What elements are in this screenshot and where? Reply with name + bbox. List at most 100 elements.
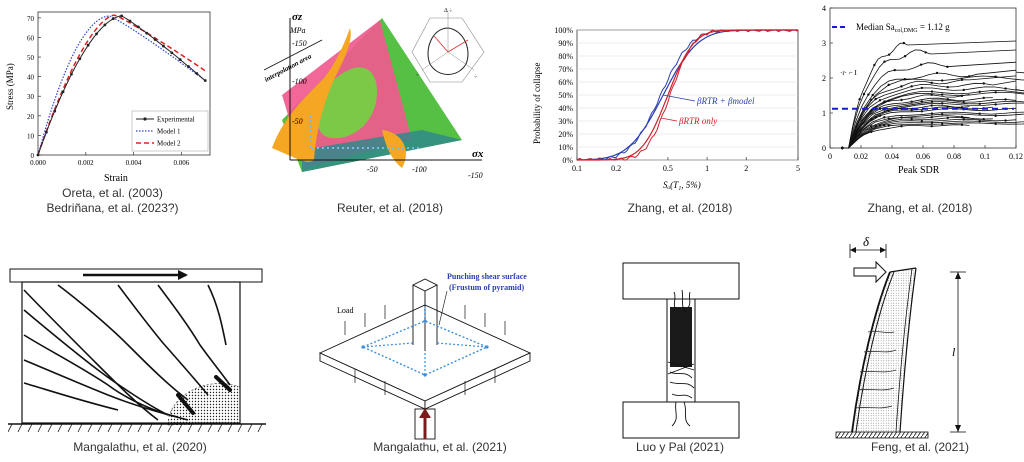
experimental-point: [120, 14, 124, 18]
x-axis-label: Peak SDR: [898, 165, 940, 176]
x-tick: 0.002: [78, 159, 94, 167]
ida-point: [940, 79, 944, 82]
ida-point: [920, 119, 924, 123]
caption-panel-2: Reuter, et al. (2018): [336, 201, 444, 215]
inset-label-left: ÷: [416, 72, 420, 78]
ida-point: [982, 117, 985, 121]
x-tick: -100: [412, 165, 427, 174]
caption-line-2: Bedriñana, et al. (2023?): [46, 201, 179, 215]
experimental-point: [36, 153, 40, 157]
caption-panel-4: Zhang, et al. (2018): [867, 201, 973, 215]
ida-point: [900, 125, 903, 128]
length-label: l: [952, 345, 956, 359]
punching-shear-diagram: Punching shear surface (Frustum of pyram…: [318, 272, 532, 440]
ida-point: [1004, 98, 1007, 101]
caption-panel-5: Mangalathu, et al. (2020): [73, 440, 207, 454]
ida-point: [910, 100, 913, 103]
x-tick: 1: [705, 164, 709, 173]
ida-curve: [842, 102, 1024, 149]
y-tick: -100: [292, 77, 307, 86]
ida-point: [878, 114, 882, 117]
ida-point: [960, 78, 964, 82]
ida-point: [870, 125, 873, 128]
y-tick: 10%: [558, 143, 573, 152]
diagram-subtitle: (Frustum of pyramid): [449, 283, 524, 292]
experimental-point: [145, 31, 149, 35]
ida-point: [930, 104, 933, 107]
y-tick: 0%: [562, 156, 573, 165]
experimental-point: [95, 32, 98, 36]
inset-label-top: Δ ÷: [444, 8, 453, 14]
caption-panel-8: Feng, et al. (2021): [870, 440, 970, 454]
ida-point: [920, 110, 924, 113]
ida-curve: [842, 124, 970, 149]
x-tick: 0.1: [980, 152, 990, 161]
x-tick: 0.1: [572, 164, 582, 173]
x-tick: 0.06: [916, 152, 930, 161]
x-tick: -50: [367, 165, 378, 174]
experimental-point: [44, 130, 48, 134]
stress-strain-chart: 0 10 20 30 40 50 60 70 0.000 0.002 0.004 0.006 Str…: [5, 11, 211, 184]
y-tick: 100%: [554, 26, 573, 35]
shear-wall-crack-diagram: [7, 268, 266, 433]
ida-point: [994, 91, 997, 94]
ida-point: [962, 118, 965, 121]
y-tick: 70: [27, 15, 35, 23]
caption-panel-7: Luo y Pal (2021): [635, 440, 725, 454]
legend-experimental: Experimental: [157, 116, 195, 124]
ida-point: [920, 86, 924, 90]
ida-point: [930, 121, 934, 125]
y-tick: 50: [27, 54, 35, 62]
legend-median: Median Sacol,DMG = 1.12 g: [856, 22, 950, 34]
y-tick: 40: [27, 74, 35, 82]
inset-label-right: ÷: [474, 74, 478, 80]
ida-point: [887, 53, 891, 56]
legend-model-1: Model 1: [157, 128, 181, 136]
ida-point: [1004, 87, 1007, 90]
axis-unit: MPa: [289, 26, 306, 35]
ida-point: [930, 90, 934, 93]
x-tick: 0.02: [854, 152, 868, 161]
x-tick: 0.004: [126, 159, 142, 167]
ida-curve: [842, 116, 993, 149]
ida-point: [946, 116, 949, 120]
label-beta-rtr-model: βRTR + βmodel: [696, 96, 755, 106]
experimental-point: [128, 19, 132, 23]
ida-point: [887, 83, 890, 87]
ida-point: [930, 112, 934, 115]
ida-curve: [842, 61, 1017, 149]
experimental-point: [162, 44, 165, 48]
ida-curve: [842, 94, 970, 149]
y-tick: 90%: [558, 39, 573, 48]
ida-point: [867, 93, 870, 96]
y-tick: 0: [31, 152, 35, 160]
y-tick: 60%: [558, 78, 573, 87]
x-tick: 0: [828, 152, 832, 161]
ida-point: [841, 146, 844, 150]
ida-point: [862, 92, 866, 96]
fragility-chart: 0% 10% 20% 30% 40% 50% 60% 70% 80% 90% 100% 0.1 0.2…: [532, 26, 800, 190]
panel-ida: 0 1 2 3 4 0 0.02 0.04 0.06 0.08 0.1 0.12 ·r· ⌐ I M…: [810, 0, 1024, 190]
y-axis-fragment: ·r· ⌐ I: [840, 69, 857, 77]
ida-point: [982, 82, 985, 85]
ida-curve: [842, 86, 1017, 149]
ida-curve: [842, 107, 1017, 149]
x-axis-label: Strain: [104, 173, 128, 184]
ida-point: [930, 81, 933, 85]
caption-panel-6: Mangalathu, et al. (2021): [373, 440, 507, 454]
y-tick: 30: [27, 93, 35, 101]
panel-fragility: 0% 10% 20% 30% 40% 50% 60% 70% 80% 90% 100% 0.1 0.2…: [515, 22, 810, 192]
x-tick: 0.5: [663, 164, 673, 173]
ida-point: [960, 123, 964, 126]
ida-curve: [842, 120, 1024, 149]
ida-point: [940, 93, 944, 96]
ida-point: [946, 105, 949, 108]
panel-punching-shear: Punching shear surface (Frustum of pyram…: [315, 265, 535, 440]
ida-point: [883, 123, 886, 127]
panel-shear-wall: [7, 265, 268, 437]
y-tick: 60: [27, 34, 35, 42]
experimental-point: [153, 38, 157, 41]
ida-point: [930, 124, 933, 128]
experimental-point: [187, 65, 190, 68]
y-tick: -50: [292, 117, 303, 126]
